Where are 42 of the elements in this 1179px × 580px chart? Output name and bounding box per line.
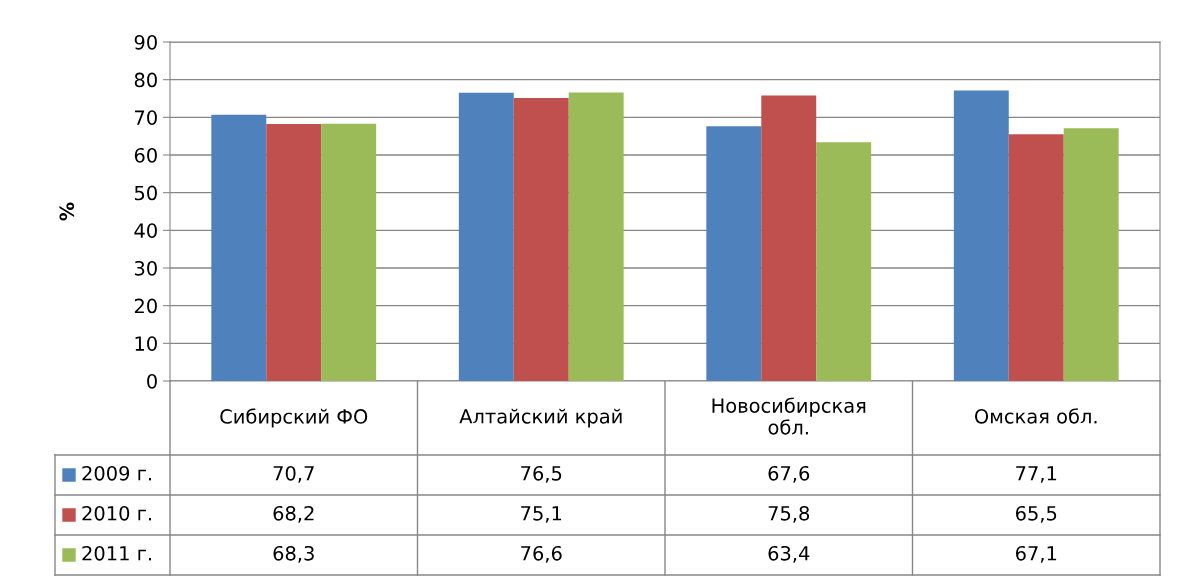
- data-label: 75,8: [768, 505, 810, 523]
- bar: [513, 98, 569, 381]
- bar: [761, 95, 817, 381]
- data-label: 67,6: [768, 465, 810, 483]
- y-tick-label: 40: [134, 223, 157, 238]
- bar: [211, 114, 267, 381]
- legend-label: 2009 г.: [82, 465, 151, 481]
- bar: [953, 90, 1009, 381]
- y-tick-label: 50: [134, 185, 157, 201]
- y-tick-label: 70: [135, 110, 157, 125]
- data-label: 70,7: [273, 465, 314, 483]
- x-tick-label: Омская обл.: [974, 408, 1097, 424]
- y-tick-label: 30: [134, 260, 157, 276]
- bar: [568, 92, 624, 381]
- bar: [816, 142, 872, 381]
- y-tick-label: 0: [147, 373, 157, 389]
- bar: [1063, 128, 1119, 381]
- bar: [1008, 134, 1064, 381]
- y-tick-label: 10: [135, 336, 157, 351]
- x-tick-label: Алтайский край: [459, 408, 622, 428]
- y-tick-label: 20: [134, 298, 157, 314]
- legend-label: 2010 г.: [82, 505, 151, 521]
- data-label: 75,1: [521, 506, 562, 523]
- y-tick-label: 60: [134, 147, 157, 163]
- data-label: 63,4: [768, 545, 810, 563]
- data-label: 68,2: [273, 505, 314, 523]
- data-label: 76,6: [521, 545, 562, 563]
- data-label: 67,1: [1015, 545, 1057, 563]
- x-tick-label: Новосибирская обл.: [712, 397, 866, 435]
- bar: [321, 123, 377, 381]
- y-tick-label: 90: [134, 34, 157, 50]
- data-label: 76,5: [521, 465, 562, 483]
- bar: [706, 126, 762, 381]
- y-axis-title: %: [59, 202, 75, 221]
- data-label: 77,1: [1016, 466, 1057, 483]
- y-tick-label: 80: [134, 72, 157, 88]
- bar: [458, 92, 514, 381]
- x-tick-label: Сибирский ФО: [220, 408, 368, 428]
- data-label: 65,5: [1015, 505, 1057, 523]
- legend-label: 2011 г.: [82, 545, 151, 561]
- bar: [266, 124, 322, 381]
- data-label: 68,3: [273, 545, 314, 563]
